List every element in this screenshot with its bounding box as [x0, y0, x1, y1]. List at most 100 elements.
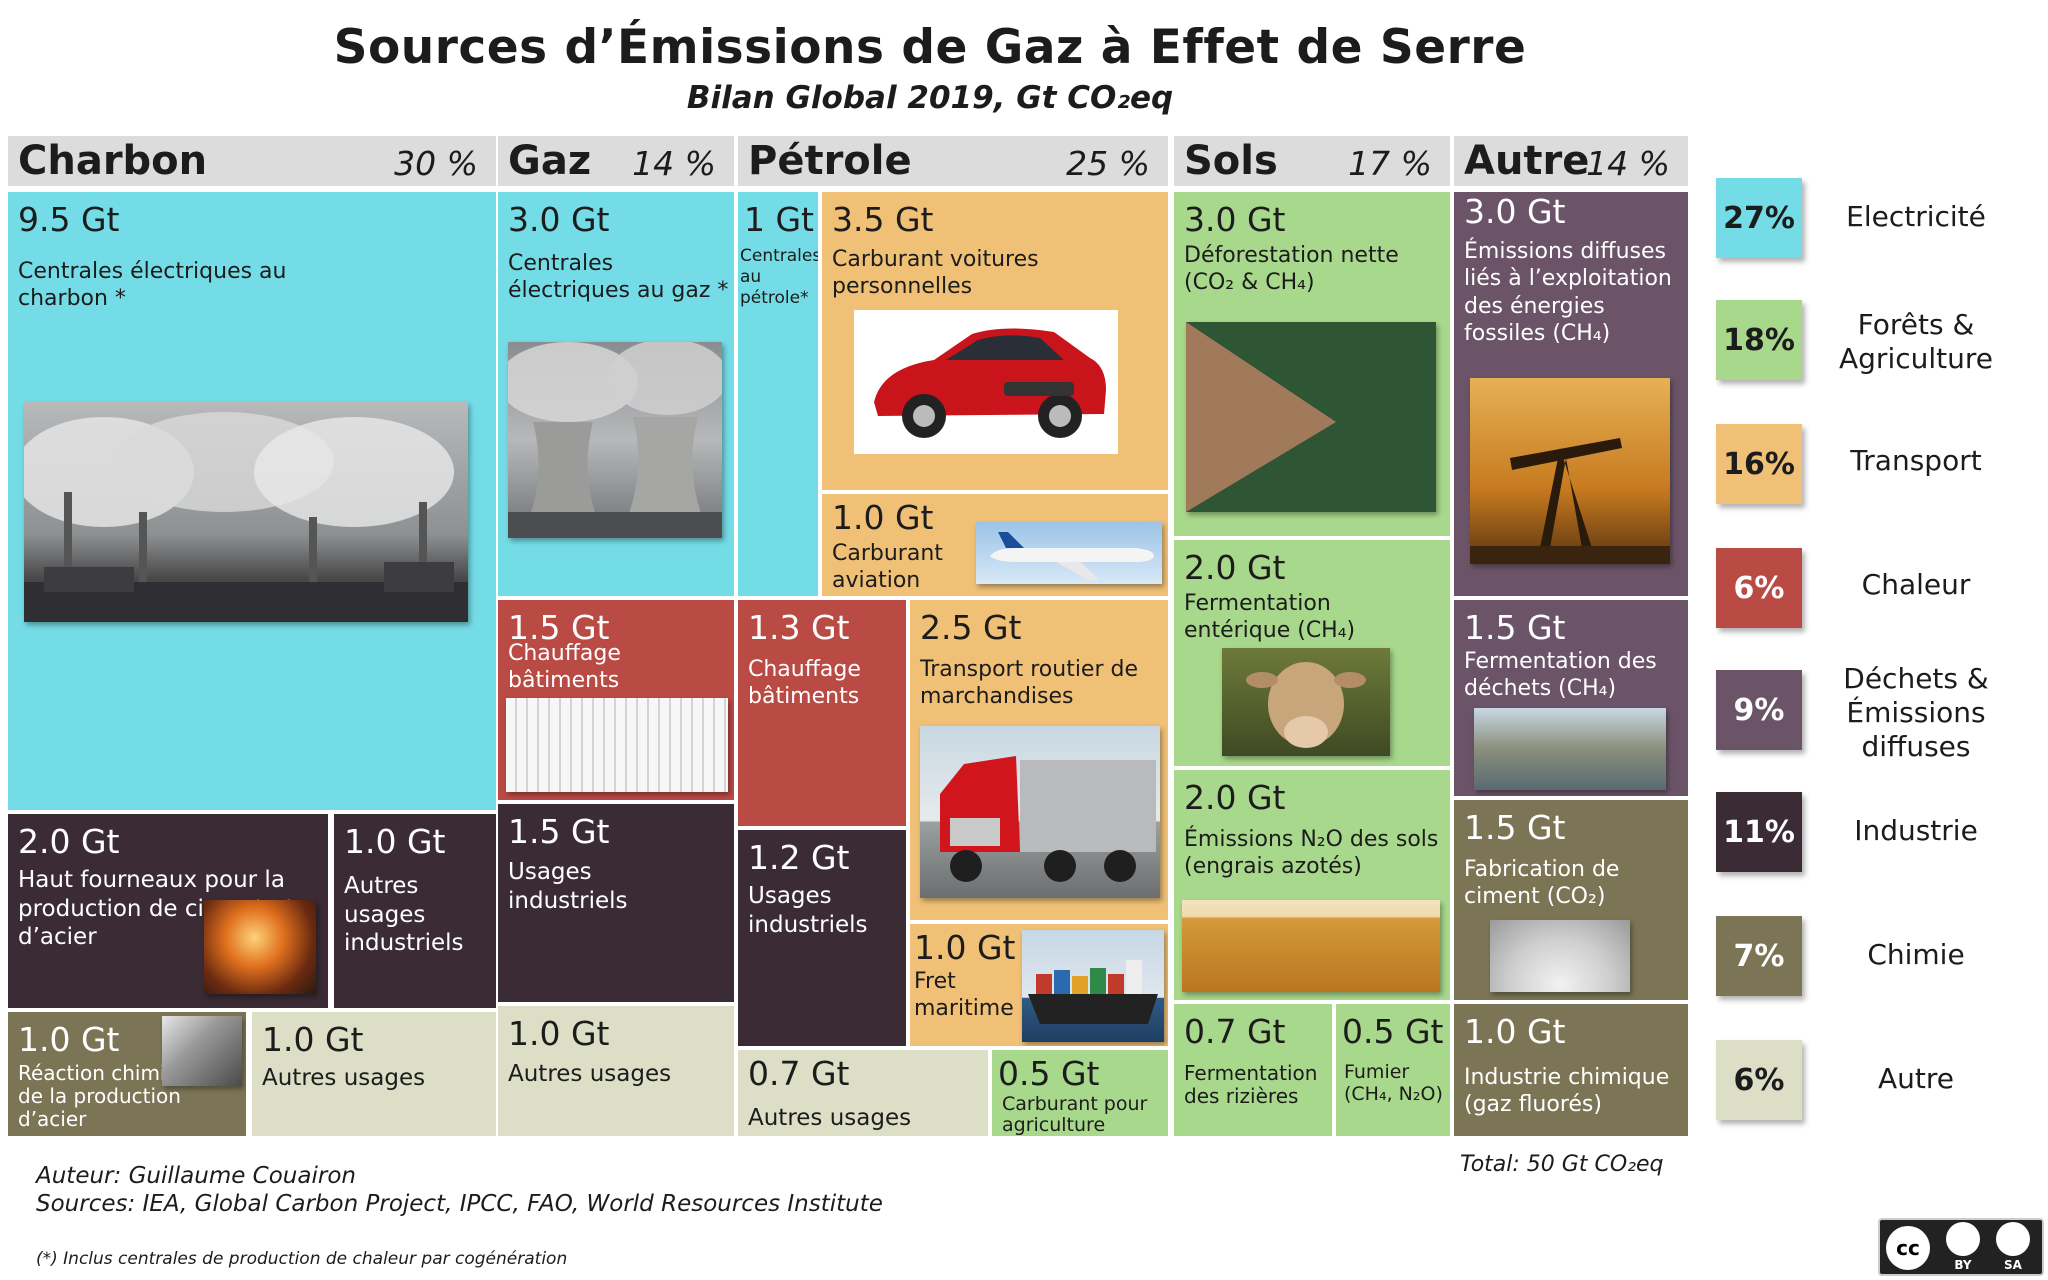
- tile-value: 3.0 Gt: [508, 200, 610, 239]
- tile-label: Fermentation entérique (CH₄): [1184, 591, 1356, 644]
- tile-value: 1.5 Gt: [508, 812, 610, 851]
- tile-autre-dechets: 1.5 Gt Fermentation des déchets (CH₄): [1454, 600, 1688, 796]
- cc-icon: cc: [1886, 1226, 1930, 1270]
- tile-petrole-aviation: 1.0 Gt Carburant aviation: [822, 494, 1168, 596]
- molten-steel-photo: [204, 900, 316, 994]
- tile-label: Chauffage bâtiments: [508, 641, 621, 694]
- tile-value: 1.0 Gt: [18, 1020, 120, 1059]
- header-name: Pétrole: [748, 138, 912, 184]
- chart-subtitle: Bilan Global 2019, Gt CO₂eq: [686, 80, 1174, 116]
- tile-label: Centrales électriques au charbon *: [18, 259, 287, 312]
- tile-label: Réaction chimique de la production d’aci…: [18, 1061, 204, 1131]
- tile-value: 1.0 Gt: [832, 498, 934, 537]
- tile-value: 1.5 Gt: [508, 608, 610, 647]
- legend-swatch-dechets: 9%: [1716, 670, 1802, 750]
- chart-title: Sources d’Émissions de Gaz à Effet de Se…: [333, 20, 1527, 75]
- tile-value: 1.0 Gt: [508, 1014, 610, 1053]
- tile-value: 3.5 Gt: [832, 200, 934, 239]
- tile-value: 1.0 Gt: [914, 928, 1016, 967]
- header-pct: 30 %: [394, 144, 478, 183]
- power-plant-photo: [24, 402, 468, 622]
- tile-label: Carburant pour agriculture: [1002, 1093, 1148, 1136]
- tile-label: Haut fourneaux pour la production de cim…: [18, 867, 295, 951]
- tile-value: 2.0 Gt: [1184, 548, 1286, 587]
- tile-value: 2.5 Gt: [920, 608, 1022, 647]
- legend-swatch-chimie: 7%: [1716, 916, 1802, 996]
- header-pct: 14 %: [632, 144, 716, 183]
- tile-petrole-usages-industriels: 1.2 Gt Usages industriels: [738, 830, 906, 1046]
- header-pct: 25 %: [1066, 144, 1150, 183]
- tile-petrole-fret-maritime: 1.0 Gt Fret maritime: [910, 924, 1168, 1046]
- header-pct: 14 %: [1586, 144, 1670, 183]
- legend-label-electricite: Electricité: [1846, 200, 1986, 233]
- legend-swatch-chaleur: 6%: [1716, 548, 1802, 628]
- header-name: Charbon: [18, 138, 208, 184]
- deforestation-photo: [1186, 322, 1436, 512]
- tile-label: Fumier (CH₄, N₂O): [1344, 1061, 1443, 1105]
- tile-autre-industrie-chimique: 1.0 Gt Industrie chimique (gaz fluorés): [1454, 1004, 1688, 1136]
- tile-autre-emissions-diffuses: 3.0 Gt Émissions diffuses liés à l’explo…: [1454, 192, 1688, 596]
- cement-photo: [1490, 920, 1630, 992]
- steel-bar-photo: [162, 1016, 242, 1086]
- tile-label: Fret maritime: [914, 969, 1014, 1022]
- tile-label: Émissions diffuses liés à l’exploitation…: [1464, 239, 1672, 346]
- header-sols: Sols 17 %: [1174, 136, 1450, 186]
- tile-value: 2.0 Gt: [1184, 778, 1286, 817]
- tile-value: 1.5 Gt: [1464, 608, 1566, 647]
- tile-label: Fabrication de ciment (CO₂): [1464, 857, 1620, 910]
- tile-label: Usages industriels: [748, 883, 868, 938]
- tile-label: Centrales au pétrole*: [740, 246, 818, 309]
- tile-label: Carburant aviation: [832, 541, 943, 594]
- by-icon: [1946, 1222, 1980, 1256]
- tile-value: 0.7 Gt: [1184, 1012, 1286, 1051]
- legend-label-chimie: Chimie: [1867, 938, 1965, 971]
- tile-charbon-reaction-chimique: 1.0 Gt Réaction chimique de la productio…: [8, 1012, 246, 1136]
- sa-label: SA: [2004, 1258, 2022, 1272]
- legend-label-transport: Transport: [1850, 444, 1982, 477]
- tile-label: Autres usages: [748, 1105, 912, 1131]
- car-photo: [854, 310, 1118, 454]
- by-label: BY: [1954, 1258, 1972, 1272]
- total-label: Total: 50 Gt CO₂eq: [1460, 1152, 1664, 1177]
- tile-charbon-electricite: 9.5 Gt Centrales électriques au charbon …: [8, 192, 496, 810]
- tile-petrole-chauffage: 1.3 Gt Chauffage bâtiments: [738, 600, 906, 826]
- radiator-photo: [506, 698, 728, 792]
- tile-label: Centrales électriques au gaz *: [508, 251, 729, 304]
- legend-label-dechets: Déchets & Émissions diffuses: [1843, 662, 1989, 764]
- tile-label: Émissions N₂O des sols (engrais azotés): [1184, 827, 1439, 880]
- tile-petrole-electricite: 1 Gt Centrales au pétrole*: [738, 192, 818, 596]
- tile-charbon-haut-fourneaux: 2.0 Gt Haut fourneaux pour la production…: [8, 814, 328, 1008]
- tile-label: Déforestation nette (CO₂ & CH₄): [1184, 243, 1399, 296]
- legend-swatch-transport: 16%: [1716, 424, 1802, 504]
- tile-sols-fermentation-enterique: 2.0 Gt Fermentation entérique (CH₄): [1174, 540, 1450, 766]
- tile-gaz-chauffage: 1.5 Gt Chauffage bâtiments: [498, 600, 734, 800]
- sa-icon: [1996, 1222, 2030, 1256]
- legend-swatch-electricite: 27%: [1716, 178, 1802, 258]
- truck-photo: [920, 726, 1160, 898]
- tile-label: Autres usages: [508, 1061, 672, 1087]
- tile-label: Fermentation des rizières: [1184, 1061, 1318, 1108]
- cargo-ship-photo: [1022, 930, 1164, 1042]
- tile-value: 0.7 Gt: [748, 1054, 850, 1093]
- legend-swatch-industrie: 11%: [1716, 792, 1802, 872]
- author-text: Auteur: Guillaume Couairon: [36, 1163, 356, 1189]
- tile-gaz-electricite: 3.0 Gt Centrales électriques au gaz *: [498, 192, 734, 596]
- tile-value: 0.5 Gt: [1342, 1012, 1444, 1051]
- field-photo: [1182, 900, 1440, 992]
- cc-license-badge[interactable]: cc BY SA: [1878, 1218, 2044, 1276]
- sources-text: Sources: IEA, Global Carbon Project, IPC…: [36, 1191, 883, 1217]
- header-petrole: Pétrole 25 %: [738, 136, 1168, 186]
- tile-value: 0.5 Gt: [998, 1054, 1100, 1093]
- tile-value: 1.3 Gt: [748, 608, 850, 647]
- tile-label: Usages industriels: [508, 859, 628, 914]
- header-autre: Autre 14 %: [1454, 136, 1688, 186]
- header-pct: 17 %: [1348, 144, 1432, 183]
- tile-value: 1 Gt: [744, 200, 814, 239]
- header-charbon: Charbon 30 %: [8, 136, 496, 186]
- legend-label-chaleur: Chaleur: [1861, 568, 1971, 601]
- tile-charbon-autres-usages: 1.0 Gt Autres usages: [252, 1012, 496, 1136]
- legend-swatch-autre: 6%: [1716, 1040, 1802, 1120]
- tile-value: 9.5 Gt: [18, 200, 120, 239]
- header-name: Gaz: [508, 138, 592, 184]
- tile-value: 3.0 Gt: [1464, 192, 1566, 231]
